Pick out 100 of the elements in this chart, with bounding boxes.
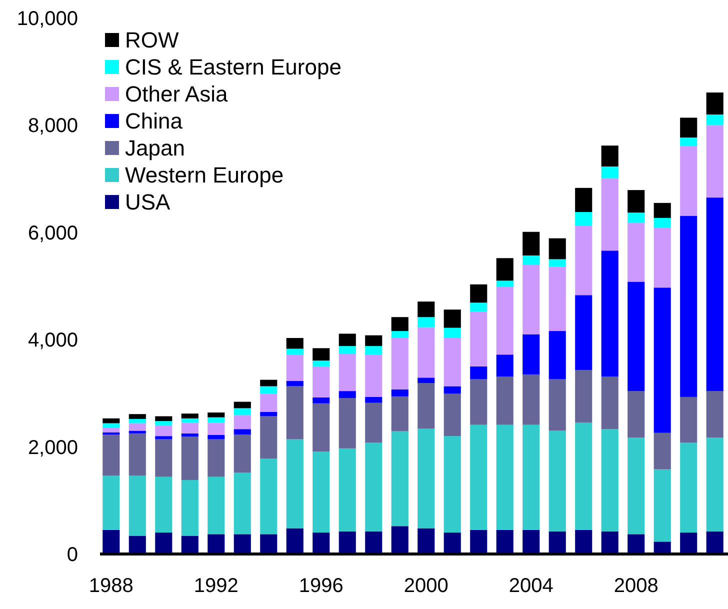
bar	[418, 327, 435, 378]
legend-label: CIS & Eastern Europe	[125, 54, 342, 80]
bar	[601, 146, 618, 166]
bar	[155, 436, 172, 440]
bar	[496, 354, 514, 377]
bar	[338, 398, 356, 448]
bar	[522, 530, 540, 554]
bar	[628, 212, 645, 223]
bar	[338, 448, 356, 532]
bar	[181, 480, 198, 536]
y-tick-label: 10,000	[16, 8, 78, 30]
bar	[312, 452, 330, 533]
bar	[444, 436, 461, 533]
bar	[680, 216, 698, 397]
bar	[102, 434, 120, 476]
y-tick-label: 0	[66, 544, 78, 566]
bar	[234, 534, 251, 554]
bar	[628, 438, 645, 534]
bar	[470, 302, 488, 312]
bar	[706, 125, 724, 198]
bar	[496, 286, 514, 355]
bar	[208, 534, 225, 554]
bar	[444, 532, 461, 554]
bar	[522, 232, 540, 256]
bar	[181, 414, 198, 418]
x-tick-label: 1996	[298, 575, 344, 597]
bar	[208, 422, 225, 436]
bar	[601, 250, 618, 377]
bar	[575, 370, 592, 423]
bar	[155, 476, 172, 533]
bar	[575, 422, 592, 530]
bar	[234, 429, 251, 434]
bar	[496, 530, 514, 554]
bar	[286, 439, 304, 528]
bar	[338, 334, 356, 346]
bar	[680, 138, 698, 146]
bar	[181, 422, 198, 434]
bar	[601, 429, 618, 532]
bar	[155, 532, 172, 554]
bar	[102, 423, 120, 428]
bar	[312, 403, 330, 452]
bar	[365, 442, 382, 532]
x-tick-label: 1988	[88, 575, 134, 597]
bar	[680, 532, 698, 554]
bar	[128, 418, 146, 424]
bar	[418, 528, 435, 554]
bar	[155, 439, 172, 477]
bar	[128, 423, 146, 431]
bar	[102, 418, 120, 424]
bar	[628, 534, 645, 554]
x-tick-label: 1992	[194, 575, 238, 597]
bar	[208, 435, 225, 440]
bar	[128, 430, 146, 434]
bar	[706, 391, 724, 438]
bar	[286, 338, 304, 349]
bar	[575, 188, 592, 212]
bar	[286, 348, 304, 355]
bar	[444, 394, 461, 436]
bar	[234, 415, 251, 430]
bar	[391, 526, 408, 554]
legend-label: Other Asia	[125, 82, 228, 107]
x-tick-label: 2004	[508, 575, 554, 597]
bar	[548, 430, 566, 532]
bar	[128, 476, 146, 536]
bar	[706, 531, 724, 554]
bar	[601, 178, 618, 251]
bar	[654, 228, 671, 288]
bar	[470, 284, 488, 303]
bar	[470, 424, 488, 530]
bar	[391, 331, 408, 338]
bar	[470, 366, 488, 380]
bar	[128, 536, 146, 554]
bar	[128, 414, 146, 419]
bar	[128, 433, 146, 476]
bar	[338, 531, 356, 554]
bar	[628, 222, 645, 282]
bar	[260, 394, 278, 412]
bar	[628, 391, 645, 438]
bar	[418, 317, 435, 328]
bar	[628, 190, 645, 213]
bar	[208, 412, 225, 418]
bar	[260, 458, 278, 534]
bar	[548, 531, 566, 554]
bar	[338, 354, 356, 392]
bar	[365, 396, 382, 403]
bar	[601, 531, 618, 554]
bar	[444, 310, 461, 328]
bar	[522, 255, 540, 265]
bar	[391, 431, 408, 526]
bar	[365, 531, 382, 554]
bar	[312, 366, 330, 398]
bar	[234, 402, 251, 408]
bar	[286, 528, 304, 554]
bar	[365, 346, 382, 355]
bar	[601, 376, 618, 430]
bar	[260, 380, 278, 386]
bar	[628, 282, 645, 392]
bar	[575, 530, 592, 554]
bar	[548, 331, 566, 380]
legend-label: ROW	[125, 28, 179, 53]
